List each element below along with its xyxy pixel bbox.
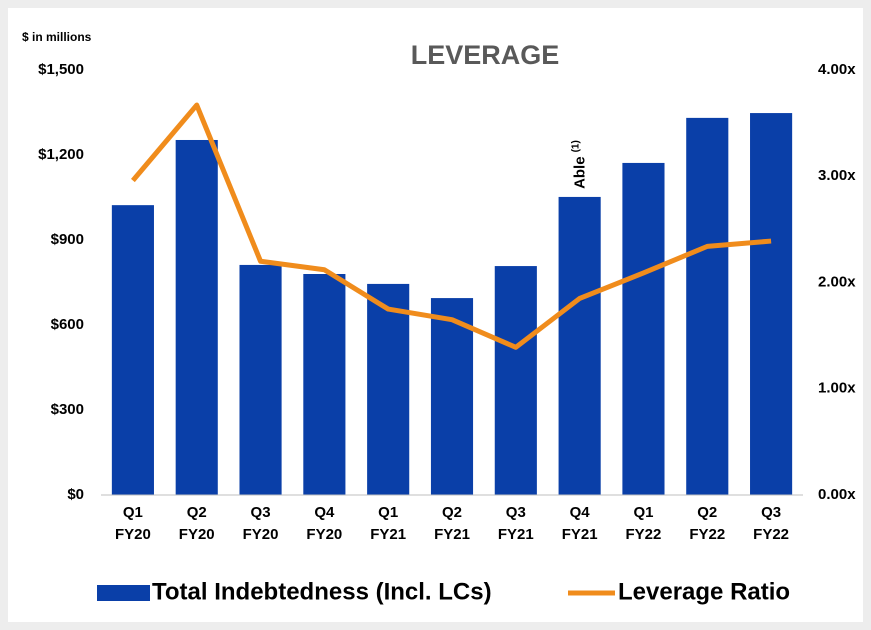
x-tick-label: Q3 FY21 — [498, 504, 534, 543]
x-tick-line: FY20 — [179, 526, 215, 543]
x-tick-line: Q3 — [761, 504, 781, 521]
bar — [750, 113, 793, 496]
bar — [558, 196, 601, 495]
bar — [239, 264, 282, 495]
x-tick-line: FY21 — [370, 526, 406, 543]
x-tick-line: FY22 — [753, 526, 789, 543]
x-tick-line: FY22 — [626, 526, 662, 543]
y2-tick-label: 3.00x — [818, 167, 856, 184]
y2-tick-label: 2.00x — [818, 273, 856, 290]
x-tick-label: Q1 FY21 — [370, 504, 406, 543]
bar — [686, 117, 729, 495]
x-tick-line: Q1 — [378, 504, 398, 521]
bar — [175, 139, 218, 495]
x-tick-line: FY20 — [243, 526, 279, 543]
x-tick-line: FY20 — [115, 526, 151, 543]
x-tick-line: FY21 — [498, 526, 534, 543]
x-tick-line: Q3 — [251, 504, 271, 521]
y-tick-label: $300 — [51, 401, 84, 418]
line — [131, 102, 772, 350]
x-tick-line: FY21 — [434, 526, 470, 543]
annotation-text: Able — [572, 156, 589, 189]
x-tick-label: Q1 FY20 — [115, 504, 151, 543]
legend-label: Total Indebtedness (Incl. LCs) — [152, 578, 492, 605]
bar — [367, 283, 410, 495]
x-tick-line: Q3 — [506, 504, 526, 521]
bar — [303, 274, 346, 495]
x-tick-label: Q2 FY22 — [689, 504, 725, 543]
legend-swatch — [97, 585, 150, 601]
x-tick-label: Q4 FY21 — [562, 504, 598, 543]
bar — [430, 298, 474, 495]
y-tick-label: $600 — [51, 316, 84, 333]
y-tick-label: $0 — [67, 486, 84, 503]
axis-label: $ in millions — [22, 30, 92, 44]
y2-tick-label: 0.00x — [818, 486, 856, 503]
y2-tick-label: 1.00x — [818, 380, 856, 397]
x-tick-line: Q2 — [187, 504, 207, 521]
x-tick-label: Q1 FY22 — [626, 504, 662, 543]
x-tick-label: Q2 FY20 — [179, 504, 215, 543]
x-tick-line: FY20 — [306, 526, 342, 543]
x-tick-line: Q2 — [697, 504, 717, 521]
x-tick-label: Q3 FY20 — [243, 504, 279, 543]
x-tick-label: Q4 FY20 — [306, 504, 342, 543]
x-tick-line: Q2 — [442, 504, 462, 521]
bar — [111, 205, 154, 495]
bar — [622, 162, 665, 495]
x-tick-line: Q1 — [633, 504, 653, 521]
chart-title: LEVERAGE — [411, 40, 560, 70]
y-tick-label: $900 — [51, 231, 84, 248]
legend-label: Leverage Ratio — [618, 578, 790, 605]
x-tick-line: Q1 — [123, 504, 143, 521]
bar — [494, 266, 537, 495]
y2-tick-label: 4.00x — [818, 61, 856, 78]
x-tick-line: Q4 — [314, 504, 335, 521]
y-tick-label: $1,200 — [38, 146, 84, 163]
annotation: Able (1) — [570, 140, 588, 189]
annotation-note: (1) — [570, 140, 581, 152]
x-tick-line: FY22 — [689, 526, 725, 543]
y-tick-label: $1,500 — [38, 61, 84, 78]
x-tick-label: Q2 FY21 — [434, 504, 470, 543]
x-tick-label: Q3 FY22 — [753, 504, 789, 543]
x-tick-line: FY21 — [562, 526, 598, 543]
x-tick-line: Q4 — [570, 504, 591, 521]
